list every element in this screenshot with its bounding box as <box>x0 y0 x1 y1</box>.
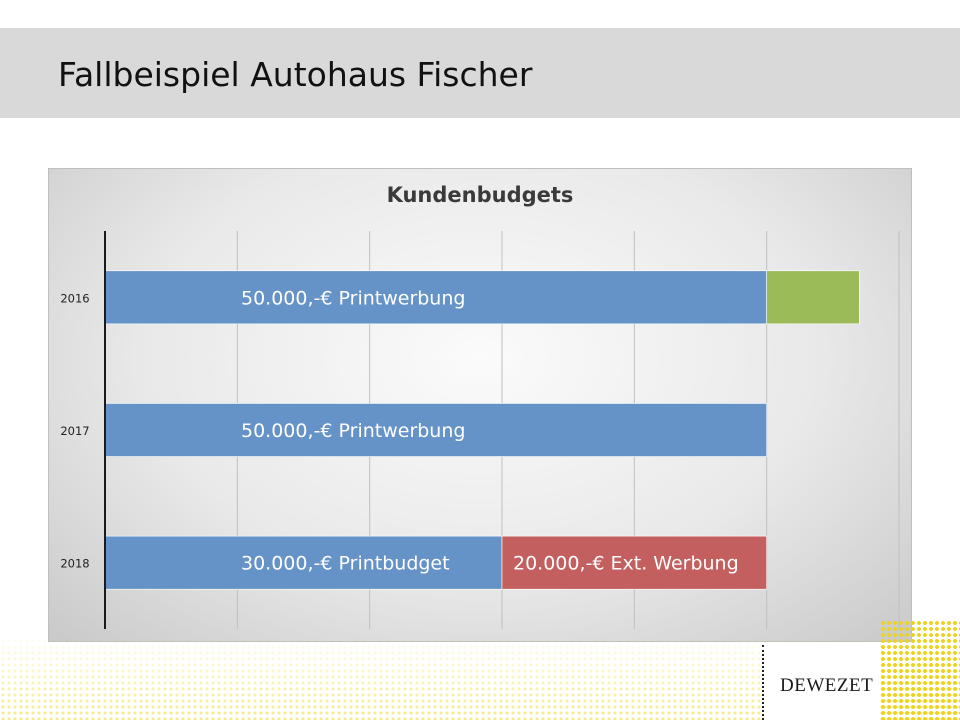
bar-data-label: 30.000,-€ Printbudget <box>241 553 450 575</box>
bar-segment <box>104 403 767 457</box>
bar-data-label: 50.000,-€ Printwerbung <box>241 420 465 442</box>
bar-chart: Kundenbudgets 50.000,-€ Printwerbung 2016 5… <box>60 183 900 629</box>
bar-segment <box>104 535 503 590</box>
bar-data-label: 20.000,-€ Ext. Werbung <box>513 553 739 575</box>
bar-segment <box>501 535 767 590</box>
title-band <box>0 28 960 118</box>
slide-title: Fallbeispiel Autohaus Fischer <box>58 55 533 94</box>
y-tick-label: 2017 <box>60 424 89 438</box>
y-tick-label: 2016 <box>60 291 89 305</box>
logo: DEWEZET <box>762 645 880 720</box>
chart-title: Kundenbudgets <box>387 183 574 207</box>
bar-segment <box>766 270 860 325</box>
chart-area: Kundenbudgets 50.000,-€ Printwerbung 2016 5… <box>48 168 912 642</box>
y-tick-label: 2018 <box>60 557 89 571</box>
bar-data-label: 50.000,-€ Printwerbung <box>241 287 465 309</box>
logo-text: DEWEZET <box>780 675 874 696</box>
